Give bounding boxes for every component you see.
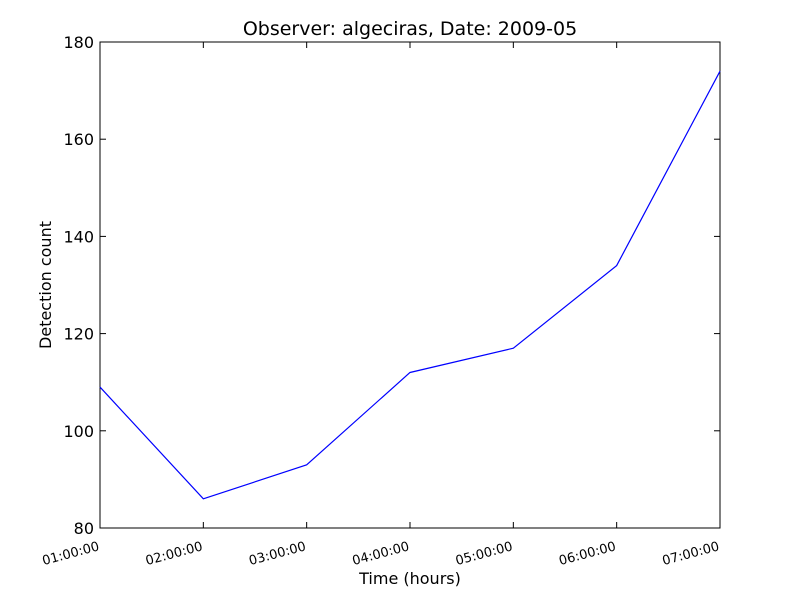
plot-area-frame — [99, 41, 721, 529]
series-layer — [99, 70, 721, 500]
y-tick-label: 80 — [74, 519, 94, 538]
x-tick-label: 05:00:00 — [454, 539, 514, 569]
y-axis: 80 100 120 140 160 180 — [63, 33, 720, 538]
series-line — [99, 70, 721, 500]
x-tick-label: 02:00:00 — [144, 539, 204, 569]
x-tick-label: 01:00:00 — [41, 539, 101, 569]
x-tick-label: 04:00:00 — [351, 539, 411, 569]
y-tick-label: 140 — [63, 227, 94, 246]
x-tick-label: 06:00:00 — [557, 539, 617, 569]
x-tick-label: 07:00:00 — [661, 539, 721, 569]
x-tick-label: 03:00:00 — [247, 539, 307, 569]
x-axis-label: Time (hours) — [358, 569, 461, 588]
y-axis-label: Detection count — [36, 221, 55, 349]
y-tick-label: 100 — [63, 422, 94, 441]
y-tick-label: 180 — [63, 33, 94, 52]
y-tick-label: 160 — [63, 130, 94, 149]
chart-title: Observer: algeciras, Date: 2009-05 — [243, 18, 577, 40]
y-tick-label: 120 — [63, 325, 94, 344]
x-axis: 01:00:00 02:00:00 03:00:00 04:00:00 05:00:00… — [41, 42, 721, 569]
